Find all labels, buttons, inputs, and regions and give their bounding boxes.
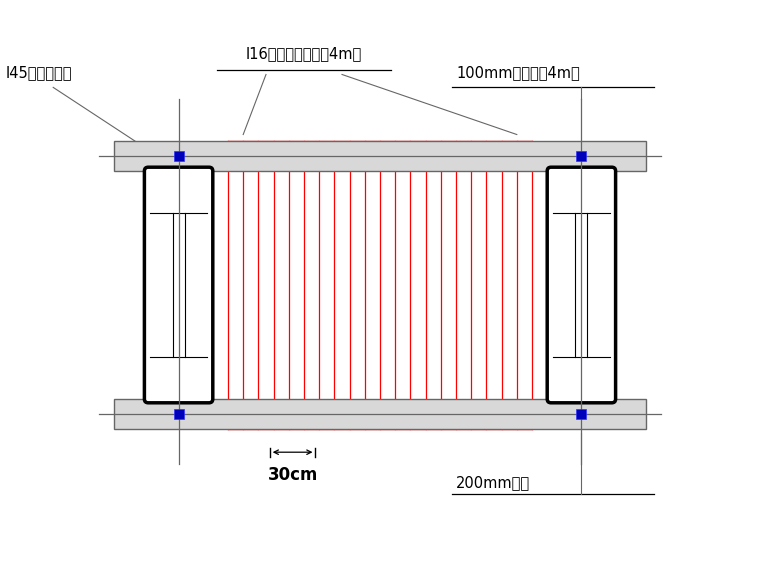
Text: 200mm沙筱: 200mm沙筱	[456, 475, 530, 490]
Bar	[174, 151, 184, 161]
Bar	[577, 409, 587, 419]
FancyBboxPatch shape	[144, 167, 213, 403]
Text: 30cm: 30cm	[268, 466, 318, 484]
Bar	[114, 141, 646, 171]
Text: 100mm穿心棒（4m）: 100mm穿心棒（4m）	[456, 65, 580, 80]
Text: I45工字钓主梁: I45工字钓主梁	[6, 65, 73, 80]
FancyBboxPatch shape	[547, 167, 616, 403]
Bar	[114, 399, 646, 429]
Bar	[174, 409, 184, 419]
Bar	[577, 151, 587, 161]
Text: I16工字钓分配梁（4m）: I16工字钓分配梁（4m）	[246, 46, 362, 60]
